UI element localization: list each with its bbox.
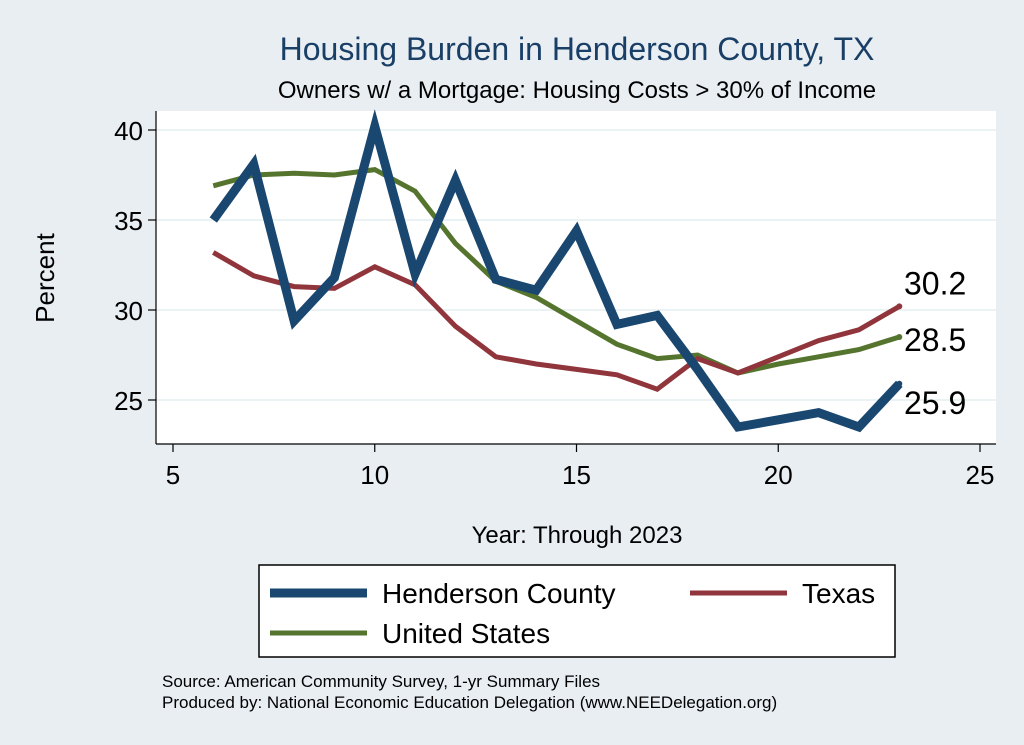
produced-note: Produced by: National Economic Education… bbox=[162, 693, 777, 712]
end-label-united-states: 28.5 bbox=[904, 322, 966, 358]
y-tick-label: 25 bbox=[114, 386, 143, 416]
series-end-point bbox=[896, 303, 903, 310]
series-line-henderson-county bbox=[209, 109, 903, 433]
y-tick-label: 30 bbox=[114, 296, 143, 326]
x-tick-label: 5 bbox=[166, 460, 180, 490]
chart-subtitle: Owners w/ a Mortgage: Housing Costs > 30… bbox=[278, 77, 876, 104]
tick-layer: 25 30 35 40 5 10 15 20 25 bbox=[114, 116, 994, 490]
legend-label-henderson-county: Henderson County bbox=[382, 578, 615, 609]
x-tick-label: 10 bbox=[360, 460, 389, 490]
plot-area bbox=[156, 111, 996, 444]
chart-title: Housing Burden in Henderson County, TX bbox=[280, 31, 875, 67]
y-axis-title: Percent bbox=[30, 232, 60, 322]
end-label-texas: 30.2 bbox=[904, 265, 966, 301]
series-layer bbox=[209, 109, 903, 433]
legend-label-texas: Texas bbox=[802, 578, 875, 609]
y-tick-label: 35 bbox=[114, 206, 143, 236]
grid-layer bbox=[156, 129, 996, 401]
series-end-point bbox=[896, 380, 903, 387]
x-tick-label: 25 bbox=[966, 460, 995, 490]
series-line-united-states bbox=[212, 167, 901, 376]
x-tick-label: 20 bbox=[764, 460, 793, 490]
legend-label-united-states: United States bbox=[382, 618, 550, 649]
end-label-layer: 25.9 30.2 28.5 bbox=[904, 265, 966, 420]
x-tick-label: 15 bbox=[562, 460, 591, 490]
source-note: Source: American Community Survey, 1-yr … bbox=[162, 672, 600, 691]
legend-box bbox=[258, 564, 896, 658]
legend: Henderson County Texas United States bbox=[270, 578, 875, 649]
x-axis-title: Year: Through 2023 bbox=[472, 522, 683, 549]
series-end-point bbox=[896, 334, 903, 340]
end-label-henderson-county: 25.9 bbox=[904, 385, 966, 421]
y-tick-label: 40 bbox=[114, 116, 143, 146]
